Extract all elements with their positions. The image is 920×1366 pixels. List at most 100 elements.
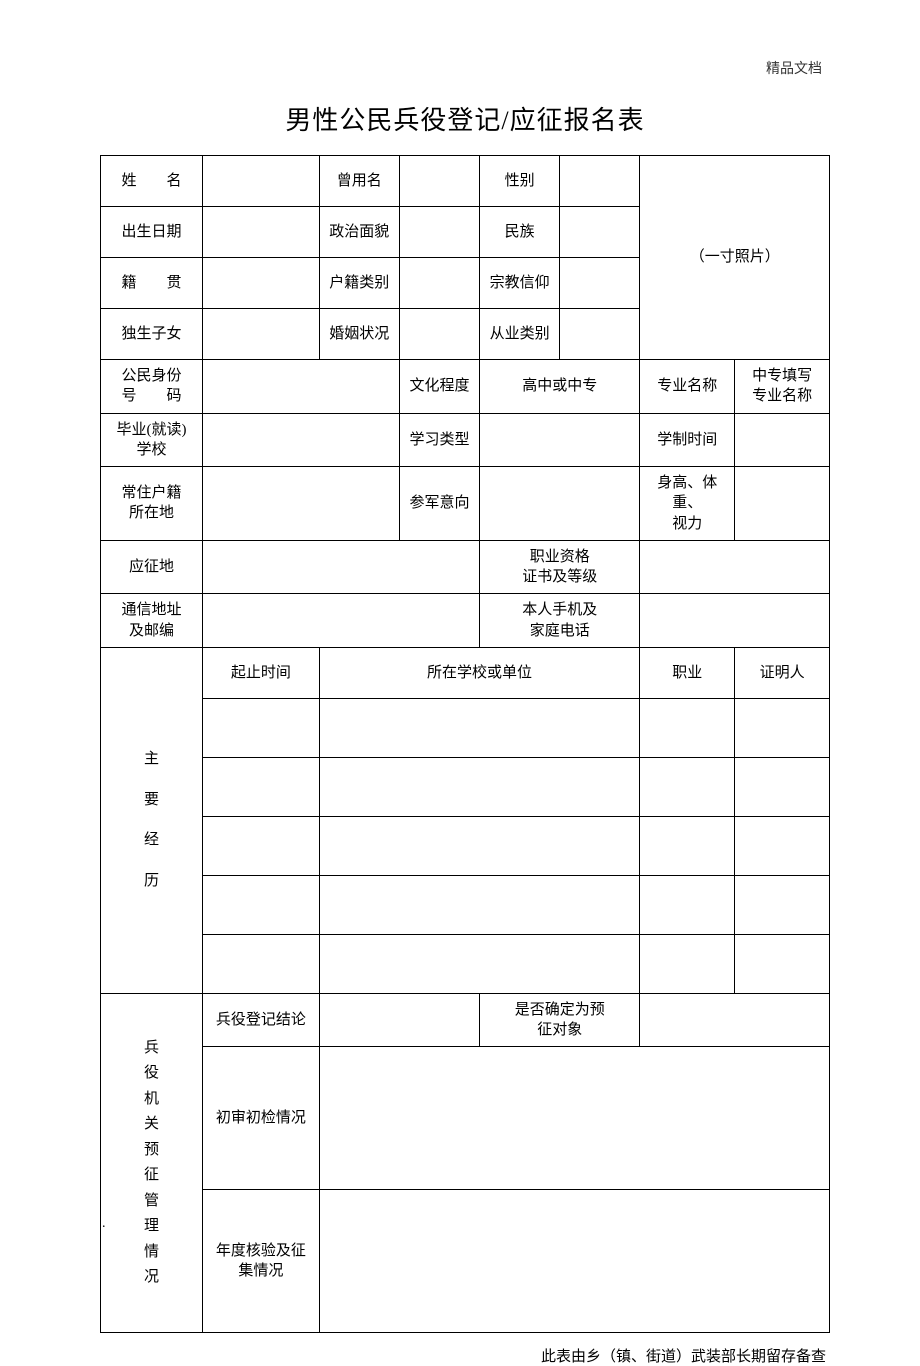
value-marital[interactable] [399, 309, 479, 360]
value-reg-conclusion[interactable] [319, 993, 479, 1047]
label-hwv-l1: 身高、体重、 [657, 475, 717, 511]
exp-0-job[interactable] [640, 698, 735, 757]
value-qual-cert[interactable] [640, 540, 830, 594]
value-dob[interactable] [203, 207, 320, 258]
value-major-l1: 中专填写 [752, 368, 812, 384]
label-pre-target-l1: 是否确定为预 [515, 1002, 605, 1018]
exp-4-place[interactable] [319, 934, 640, 993]
label-residence-l1: 常住户籍 [122, 485, 182, 501]
photo-cell[interactable]: （一寸照片） [640, 156, 830, 360]
label-exp-job: 职业 [640, 647, 735, 698]
mil-side-6: 征 [144, 1167, 159, 1183]
label-gender: 性别 [480, 156, 560, 207]
label-qual-cert-l1: 职业资格 [530, 549, 590, 565]
value-phone[interactable] [640, 594, 830, 648]
exp-1-job[interactable] [640, 757, 735, 816]
label-name: 姓 名 [101, 156, 203, 207]
registration-form-table: 姓 名 曾用名 性别 （一寸照片） 出生日期 政治面貌 民族 籍 贯 户籍类别 … [100, 155, 830, 1333]
label-marital: 婚姻状况 [319, 309, 399, 360]
exp-0-time[interactable] [203, 698, 320, 757]
value-gender[interactable] [560, 156, 640, 207]
exp-4-job[interactable] [640, 934, 735, 993]
value-annual-review[interactable] [319, 1190, 829, 1333]
label-grad-school: 毕业(就读) 学校 [101, 413, 203, 467]
label-major: 专业名称 [640, 360, 735, 414]
label-exp-time: 起止时间 [203, 647, 320, 698]
label-addr-l1: 通信地址 [122, 602, 182, 618]
exp-3-job[interactable] [640, 875, 735, 934]
value-id-number[interactable] [203, 360, 400, 414]
value-residence[interactable] [203, 467, 400, 541]
label-enlist-intent: 参军意向 [399, 467, 479, 541]
label-former-name: 曾用名 [319, 156, 399, 207]
label-qual-cert-l2: 证书及等级 [522, 569, 597, 585]
label-phone-l2: 家庭电话 [530, 623, 590, 639]
label-experience: 主 要 经 历 [101, 647, 203, 993]
label-annual-review-l1: 年度核验及征 [216, 1243, 306, 1259]
exp-2-witness[interactable] [735, 816, 830, 875]
label-religion: 宗教信仰 [480, 258, 560, 309]
exp-3-time[interactable] [203, 875, 320, 934]
value-ethnic[interactable] [560, 207, 640, 258]
label-military-mgmt: 兵 役 机 关 预 征 管 理 情 况 [101, 993, 203, 1333]
exp-2-place[interactable] [319, 816, 640, 875]
value-native-place[interactable] [203, 258, 320, 309]
label-political: 政治面貌 [319, 207, 399, 258]
label-study-years: 学制时间 [640, 413, 735, 467]
exp-3-witness[interactable] [735, 875, 830, 934]
label-study-type: 学习类型 [399, 413, 479, 467]
mil-side-8: 理 [144, 1218, 159, 1234]
mil-side-7: 管 [144, 1193, 159, 1209]
value-grad-school[interactable] [203, 413, 400, 467]
value-hwv[interactable] [735, 467, 830, 541]
value-major-l2: 专业名称 [752, 388, 812, 404]
exp-4-witness[interactable] [735, 934, 830, 993]
mil-side-10: 况 [144, 1269, 159, 1285]
label-qual-cert: 职业资格 证书及等级 [480, 540, 640, 594]
label-id-number: 公民身份 号 码 [101, 360, 203, 414]
label-hwv: 身高、体重、 视力 [640, 467, 735, 541]
label-apply-place: 应征地 [101, 540, 203, 594]
value-name[interactable] [203, 156, 320, 207]
label-education: 文化程度 [399, 360, 479, 414]
label-grad-school-l1: 毕业(就读) [117, 422, 187, 438]
label-residence-l2: 所在地 [129, 505, 174, 521]
value-addr[interactable] [203, 594, 480, 648]
value-major[interactable]: 中专填写 专业名称 [735, 360, 830, 414]
exp-3-place[interactable] [319, 875, 640, 934]
value-pre-target[interactable] [640, 993, 830, 1047]
label-native-place: 籍 贯 [101, 258, 203, 309]
value-education[interactable]: 高中或中专 [480, 360, 640, 414]
exp-1-witness[interactable] [735, 757, 830, 816]
mil-side-9: 情 [144, 1244, 159, 1260]
label-addr-l2: 及邮编 [129, 623, 174, 639]
form-title: 男性公民兵役登记/应征报名表 [100, 100, 830, 137]
exp-2-time[interactable] [203, 816, 320, 875]
value-former-name[interactable] [399, 156, 479, 207]
exp-1-time[interactable] [203, 757, 320, 816]
value-only-child[interactable] [203, 309, 320, 360]
label-phone: 本人手机及 家庭电话 [480, 594, 640, 648]
exp-0-place[interactable] [319, 698, 640, 757]
exp-1-place[interactable] [319, 757, 640, 816]
label-phone-l1: 本人手机及 [522, 602, 597, 618]
value-political[interactable] [399, 207, 479, 258]
value-study-years[interactable] [735, 413, 830, 467]
label-only-child: 独生子女 [101, 309, 203, 360]
exp-4-time[interactable] [203, 934, 320, 993]
exp-2-job[interactable] [640, 816, 735, 875]
page: 精品文档 男性公民兵役登记/应征报名表 姓 名 曾用名 性别 （一寸照片） 出生… [0, 0, 920, 1302]
value-employ-type[interactable] [560, 309, 640, 360]
value-enlist-intent[interactable] [480, 467, 640, 541]
footer-note: 此表由乡（镇、街道）武装部长期留存备查 [100, 1345, 830, 1366]
label-id-number-l2: 号 码 [122, 388, 182, 404]
value-prelim-check[interactable] [319, 1047, 829, 1190]
value-study-type[interactable] [480, 413, 640, 467]
mil-side-2: 役 [144, 1065, 159, 1081]
value-apply-place[interactable] [203, 540, 480, 594]
exp-0-witness[interactable] [735, 698, 830, 757]
label-grad-school-l2: 学校 [137, 442, 167, 458]
value-religion[interactable] [560, 258, 640, 309]
mil-side-5: 预 [144, 1142, 159, 1158]
value-hukou-type[interactable] [399, 258, 479, 309]
